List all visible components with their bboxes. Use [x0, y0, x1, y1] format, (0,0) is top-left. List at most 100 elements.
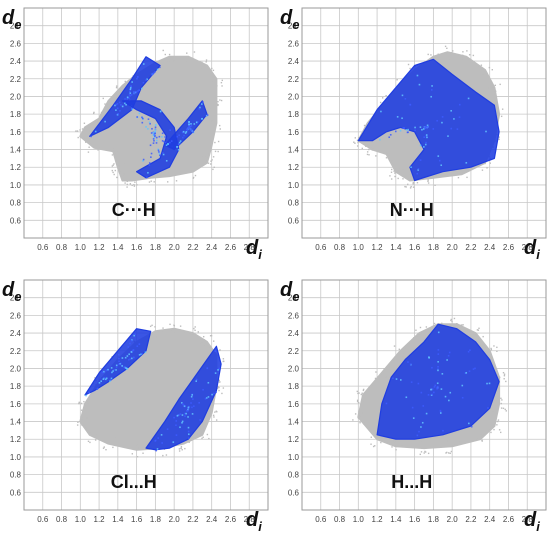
y-tick-label: 2.8	[10, 22, 22, 31]
contact-region	[376, 323, 500, 440]
x-tick-label: 2.8	[522, 243, 534, 252]
y-tick-label: 1.0	[288, 181, 300, 190]
contact-region-texture	[379, 74, 487, 175]
y-tick-label: 2.4	[288, 57, 300, 66]
y-tick-label: 1.6	[288, 400, 300, 409]
x-tick-label: 1.0	[353, 515, 365, 524]
y-tick-label: 2.6	[10, 311, 22, 320]
fingerprint-panel-4: 0.6 0.8 1.0 1.2 1.4 1.6 1.8 2.0 2.2 2.4 2.6 2.8 0.6 0…	[280, 279, 547, 534]
fingerprint-panel-3: 0.6 0.8 1.0 1.2 1.4 1.6 1.8 2.0 2.2 2.4 2.6 2.8 0.6 0…	[2, 279, 269, 534]
y-axis-label: de	[280, 279, 299, 304]
y-tick-label: 0.6	[288, 216, 300, 225]
y-tick-label: 0.6	[10, 216, 22, 225]
x-tick-label: 0.6	[37, 243, 49, 252]
y-tick-label: 1.8	[288, 382, 300, 391]
y-tick-label: 1.4	[288, 418, 300, 427]
x-tick-label: 1.6	[131, 243, 143, 252]
y-tick-label: 2.4	[10, 57, 22, 66]
x-tick-label: 0.8	[334, 515, 346, 524]
x-tick-label: 1.2	[372, 243, 384, 252]
contact-region-texture	[124, 102, 180, 179]
x-tick-label: 0.8	[56, 243, 68, 252]
contact-region-texture	[85, 333, 147, 397]
x-tick-label: 2.2	[187, 515, 199, 524]
contact-region	[84, 328, 152, 396]
x-tick-label: 0.6	[315, 243, 327, 252]
x-tick-label: 0.6	[315, 515, 327, 524]
y-tick-label: 2.6	[288, 311, 300, 320]
contact-region	[164, 100, 208, 151]
y-tick-label: 2.0	[288, 92, 300, 101]
x-tick-label: 1.2	[94, 515, 106, 524]
y-tick-label: 2.2	[10, 347, 22, 356]
x-tick-label: 2.2	[465, 243, 477, 252]
x-tick-label: 1.4	[390, 515, 402, 524]
x-tick-label: 2.4	[206, 243, 218, 252]
x-tick-label: 0.8	[56, 515, 68, 524]
x-tick-label: 1.4	[390, 243, 402, 252]
y-tick-label: 1.8	[288, 110, 300, 119]
y-tick-label: 1.6	[288, 128, 300, 137]
x-tick-label: 2.4	[484, 515, 496, 524]
plot-frame	[23, 7, 269, 239]
x-tick-label: 2.6	[503, 243, 515, 252]
y-tick-label: 1.6	[10, 128, 22, 137]
y-tick-label: 2.2	[288, 347, 300, 356]
y-tick-label: 1.4	[288, 146, 300, 155]
y-tick-label: 0.8	[10, 471, 22, 480]
x-tick-label: 1.8	[428, 515, 440, 524]
x-tick-label: 2.0	[447, 515, 459, 524]
x-tick-label: 2.8	[244, 515, 256, 524]
contact-region	[89, 56, 161, 137]
x-tick-label: 0.6	[37, 515, 49, 524]
y-tick-label: 1.2	[288, 163, 300, 172]
contact-region-texture	[385, 331, 491, 437]
y-tick-label: 1.6	[10, 400, 22, 409]
y-tick-label: 2.2	[288, 75, 300, 84]
x-tick-label: 1.6	[131, 515, 143, 524]
interaction-caption: H...H	[391, 472, 432, 492]
y-tick-label: 2.8	[10, 294, 22, 303]
contact-region-texture	[154, 350, 220, 452]
x-tick-label: 2.8	[244, 243, 256, 252]
y-tick-label: 0.8	[10, 199, 22, 208]
y-axis-label: de	[2, 279, 21, 304]
x-tick-label: 2.4	[206, 515, 218, 524]
y-tick-label: 2.2	[10, 75, 22, 84]
x-tick-label: 2.6	[225, 515, 237, 524]
x-tick-label: 2.8	[522, 515, 534, 524]
x-tick-label: 2.4	[484, 243, 496, 252]
y-tick-label: 1.4	[10, 418, 22, 427]
y-tick-label: 2.4	[288, 329, 300, 338]
y-tick-label: 1.0	[288, 453, 300, 462]
y-tick-label: 1.2	[10, 163, 22, 172]
plot-frame	[301, 279, 547, 511]
x-tick-label: 1.6	[409, 243, 421, 252]
y-tick-label: 1.0	[10, 181, 22, 190]
y-tick-label: 0.6	[288, 488, 300, 497]
y-tick-label: 1.2	[10, 435, 22, 444]
contact-region	[121, 100, 180, 179]
y-tick-label: 1.4	[10, 146, 22, 155]
x-tick-label: 1.0	[75, 243, 87, 252]
plot-frame	[301, 7, 547, 239]
x-tick-label: 2.6	[503, 515, 515, 524]
y-tick-label: 2.6	[288, 39, 300, 48]
contact-region-texture	[165, 101, 209, 148]
x-axis-label: di	[524, 509, 540, 534]
y-axis-label: de	[2, 7, 21, 32]
x-tick-label: 1.8	[428, 243, 440, 252]
y-tick-label: 0.8	[288, 471, 300, 480]
x-tick-label: 1.4	[112, 243, 124, 252]
y-tick-label: 2.0	[288, 364, 300, 373]
x-tick-label: 2.0	[169, 243, 181, 252]
x-tick-label: 1.6	[409, 515, 421, 524]
y-tick-label: 2.4	[10, 329, 22, 338]
plot-frame	[23, 279, 269, 511]
y-tick-label: 0.8	[288, 199, 300, 208]
y-tick-label: 1.2	[288, 435, 300, 444]
x-axis-label: di	[246, 509, 262, 534]
y-axis-label: de	[280, 7, 299, 32]
x-tick-label: 2.0	[169, 515, 181, 524]
